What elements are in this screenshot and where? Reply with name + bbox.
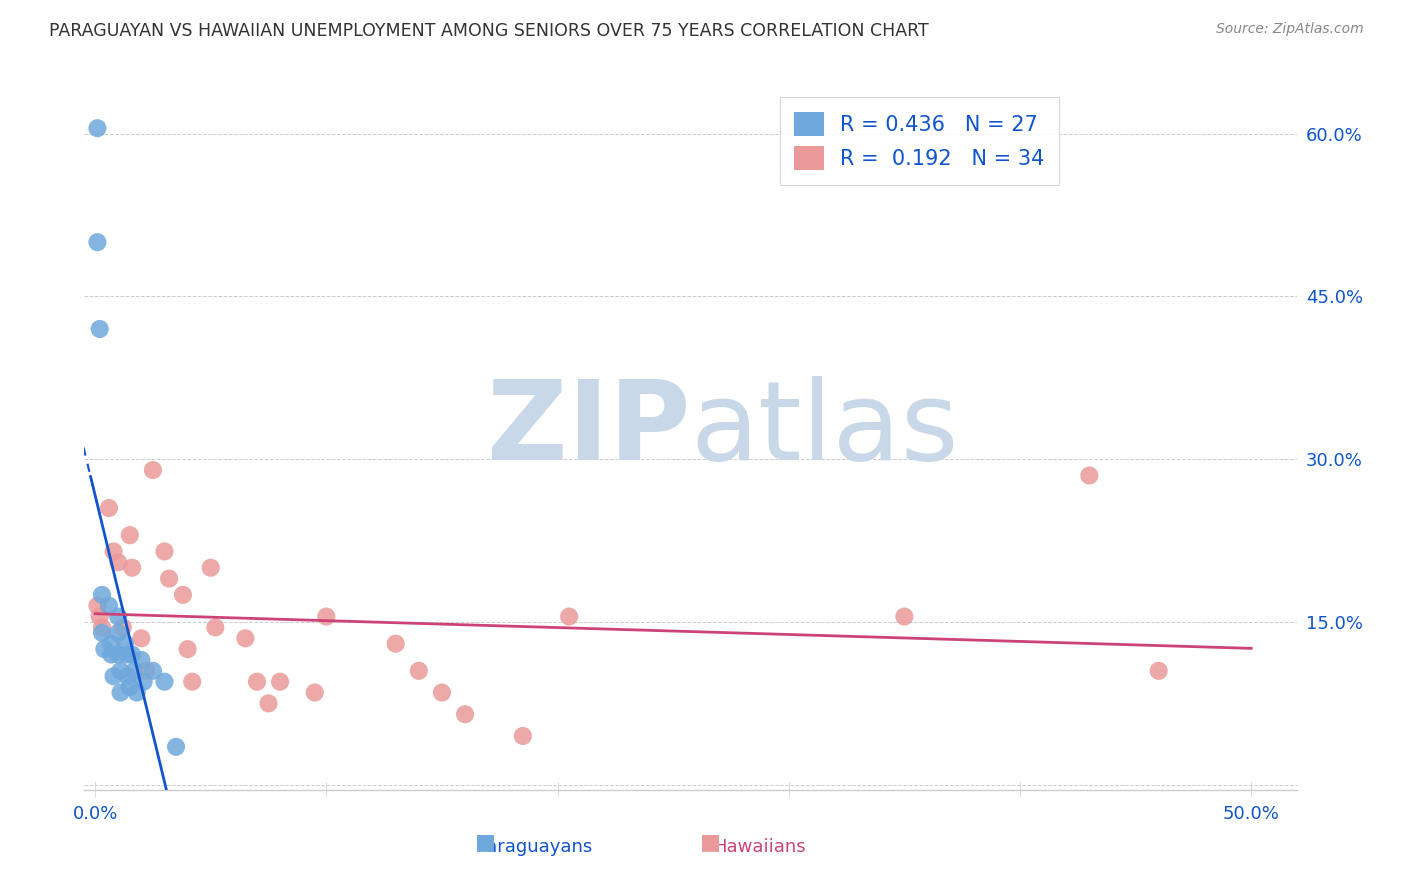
Point	[176, 642, 198, 657]
Text: Source: ZipAtlas.com: Source: ZipAtlas.com	[1216, 22, 1364, 37]
Point	[246, 674, 269, 689]
Text: Paraguayans: Paraguayans	[477, 838, 592, 856]
Point	[111, 620, 134, 634]
Point	[110, 664, 132, 678]
Point	[153, 674, 176, 689]
Point	[103, 544, 125, 558]
Point	[118, 680, 141, 694]
Point	[91, 588, 114, 602]
Point	[107, 609, 129, 624]
Point	[558, 609, 581, 624]
Point	[107, 625, 129, 640]
Point	[235, 632, 257, 646]
Point	[172, 588, 194, 602]
Point	[384, 637, 406, 651]
Point	[430, 685, 453, 699]
Point	[86, 599, 108, 613]
Point	[204, 620, 226, 634]
Point	[89, 322, 111, 336]
Point	[86, 121, 108, 136]
Point	[98, 501, 121, 516]
Point	[512, 729, 534, 743]
Point	[131, 632, 153, 646]
Point	[89, 609, 111, 624]
Point	[121, 560, 143, 574]
Point	[118, 528, 141, 542]
Point	[153, 544, 176, 558]
Point	[103, 669, 125, 683]
Point	[257, 697, 280, 711]
Point	[121, 648, 143, 662]
Point	[200, 560, 222, 574]
Point	[454, 707, 477, 722]
Point	[181, 674, 204, 689]
Point	[107, 648, 129, 662]
Point	[107, 555, 129, 569]
Text: ZIP: ZIP	[486, 376, 690, 483]
Point	[86, 235, 108, 249]
Point	[117, 669, 139, 683]
Point	[315, 609, 337, 624]
Point	[91, 625, 114, 640]
Text: atlas: atlas	[690, 376, 959, 483]
Point	[117, 648, 139, 662]
Point	[91, 620, 114, 634]
Point	[142, 664, 165, 678]
Point	[1078, 468, 1101, 483]
Point	[132, 674, 155, 689]
Text: Hawaiians: Hawaiians	[713, 838, 806, 856]
Legend: R = 0.436   N = 27, R =  0.192   N = 34: R = 0.436 N = 27, R = 0.192 N = 34	[780, 97, 1059, 185]
Point	[165, 739, 187, 754]
Point	[142, 463, 165, 477]
Text: ■: ■	[700, 832, 720, 852]
Point	[100, 648, 122, 662]
Point	[269, 674, 291, 689]
Point	[131, 653, 153, 667]
Point	[157, 572, 180, 586]
Point	[304, 685, 326, 699]
Point	[114, 637, 136, 651]
Point	[124, 664, 146, 678]
Point	[110, 685, 132, 699]
Point	[98, 599, 121, 613]
Point	[100, 637, 122, 651]
Text: PARAGUAYAN VS HAWAIIAN UNEMPLOYMENT AMONG SENIORS OVER 75 YEARS CORRELATION CHAR: PARAGUAYAN VS HAWAIIAN UNEMPLOYMENT AMON…	[49, 22, 929, 40]
Point	[893, 609, 915, 624]
Point	[125, 685, 148, 699]
Point	[1147, 664, 1170, 678]
Text: ■: ■	[475, 832, 495, 852]
Point	[408, 664, 430, 678]
Point	[93, 642, 115, 657]
Point	[135, 664, 157, 678]
